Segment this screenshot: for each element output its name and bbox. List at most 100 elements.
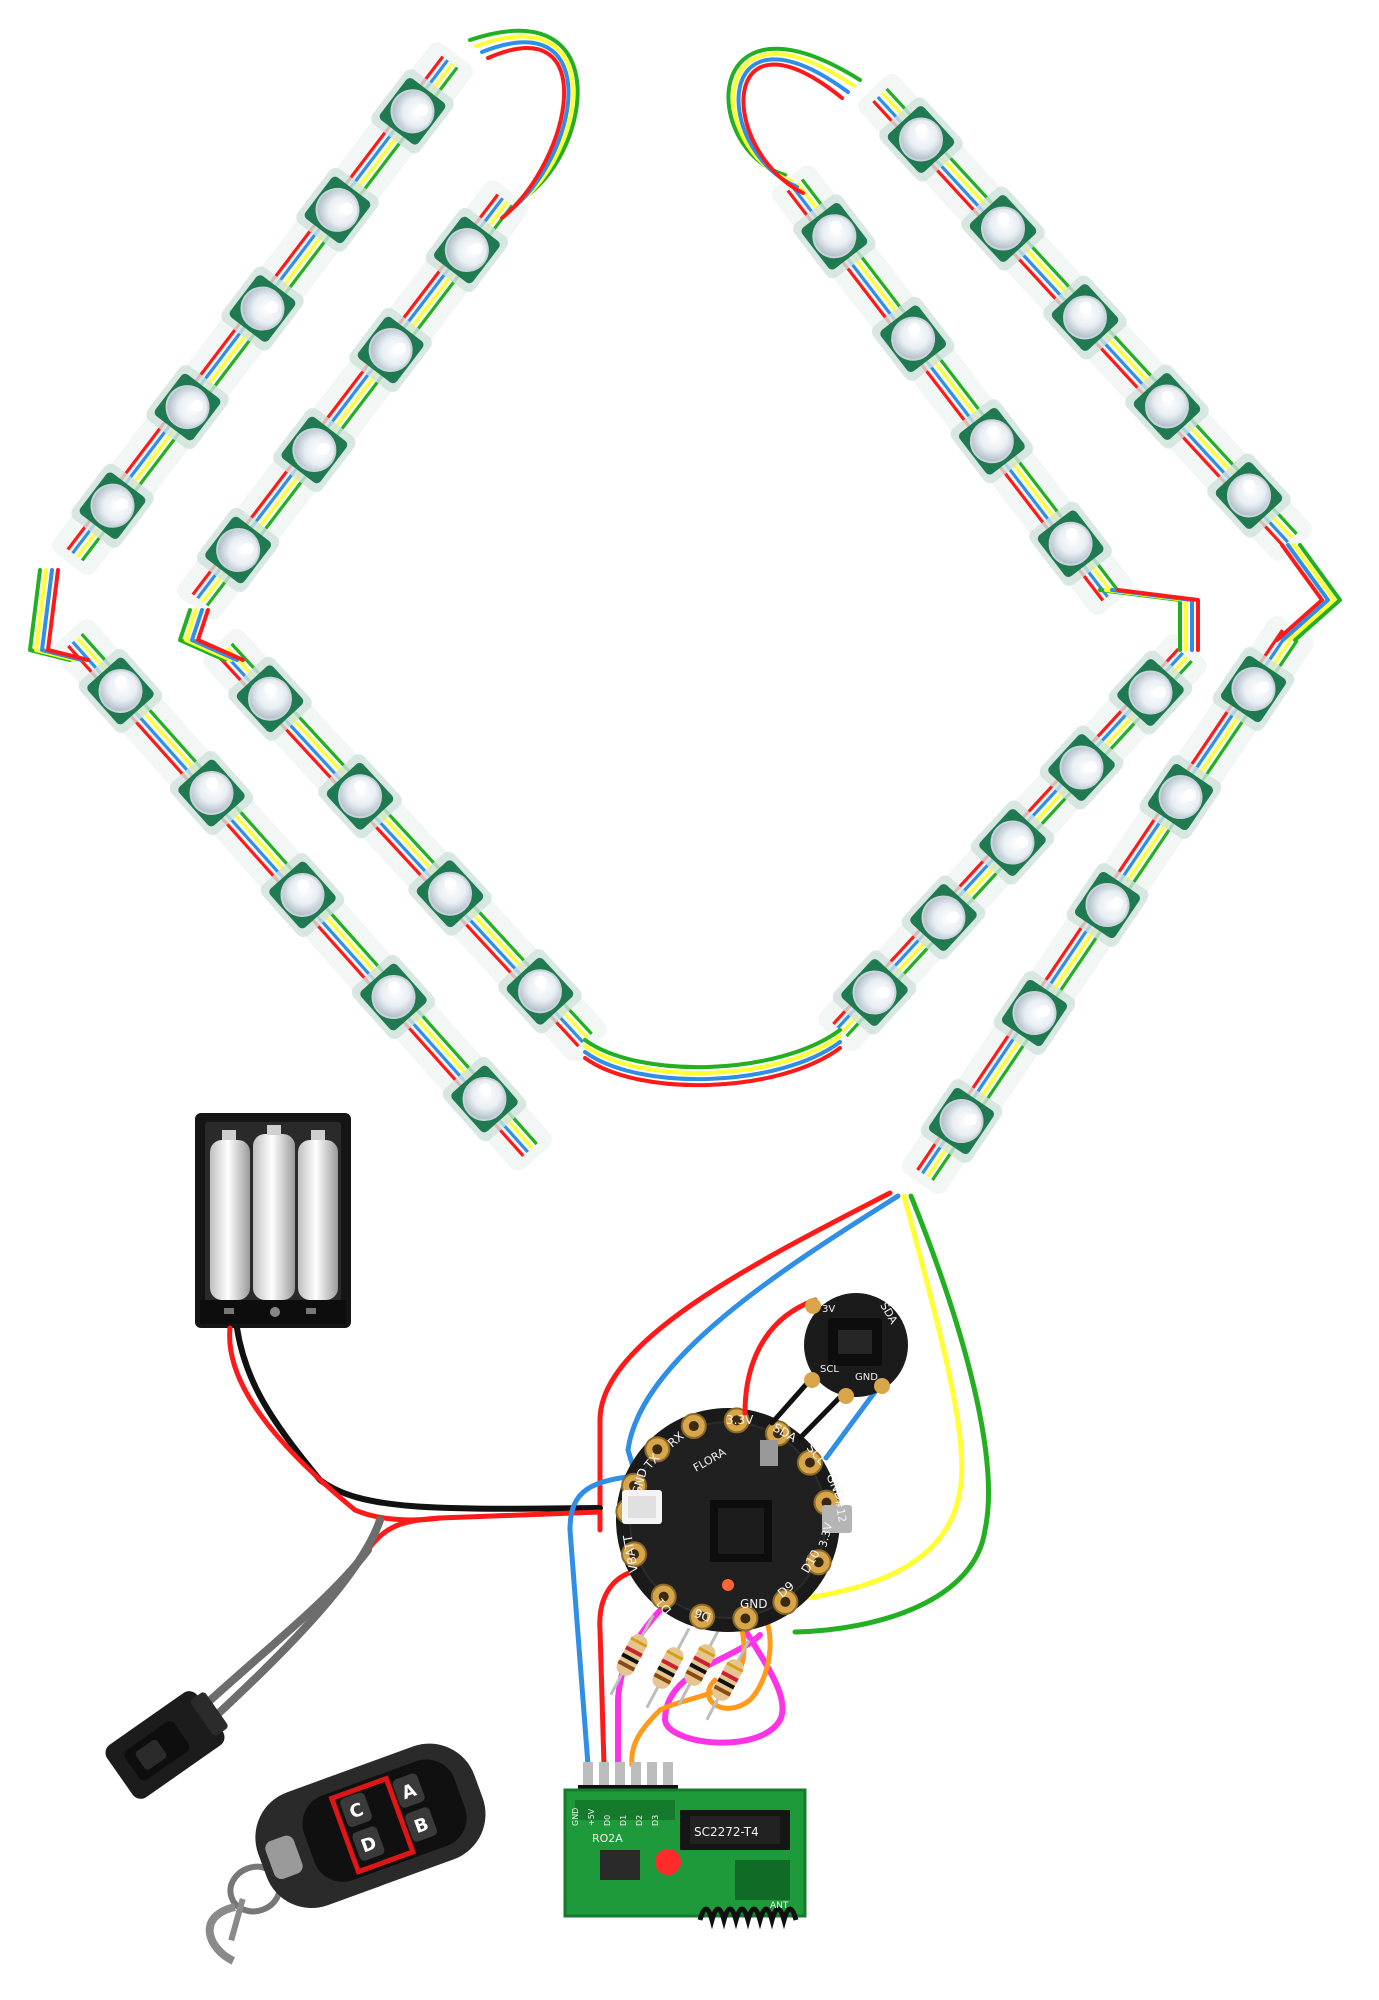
neopixel-led: [1039, 725, 1124, 810]
flora-label-gnd-left: GND: [629, 1467, 650, 1497]
neopixel-led: [1029, 501, 1112, 586]
remote-key-a[interactable]: A: [391, 1772, 426, 1809]
sensor-wire-black-2: [797, 1389, 848, 1441]
neopixel-led: [993, 971, 1076, 1055]
sensor-label-3v: 3V: [822, 1304, 835, 1315]
right-inner-corner-wires: [1098, 588, 1200, 652]
receiver-pin-d3: D3: [651, 1815, 660, 1826]
flora-controller-board: FLORA RX TX 3.3V SDA SCL GND GND VBATT #…: [615, 1407, 852, 1632]
neopixel-led: [196, 507, 280, 593]
remote-key-b[interactable]: B: [404, 1806, 439, 1843]
neopixel-led: [351, 954, 436, 1040]
flora-label-vbatt: VBATT: [620, 1533, 641, 1574]
neopixel-led: [78, 648, 163, 734]
neopixel-led: [318, 754, 402, 839]
power-switch[interactable]: [102, 1683, 235, 1803]
flora-label-d6: D6: [692, 1605, 713, 1624]
neopixel-led: [169, 750, 254, 836]
led-strip-segment-right-outer-bottom: [901, 616, 1314, 1194]
switch-button[interactable]: [134, 1738, 168, 1771]
neopixel-led: [71, 463, 154, 548]
sensor-label-scl: SCL: [820, 1364, 839, 1375]
switch-wire-gray-1: [201, 1546, 372, 1709]
neopixel-led: [425, 207, 509, 293]
top-right-loop-wires: [726, 46, 862, 195]
feed-wire-yellow: [787, 1193, 965, 1603]
sensor-pad-gnd: [874, 1378, 890, 1394]
receiver-chip-label: SC2272-T4: [694, 1825, 759, 1839]
receiver-pin-5v: +5V: [587, 1808, 596, 1826]
neopixel-led: [950, 399, 1034, 484]
flora-label-3v3-bottom: 3.3V: [816, 1521, 835, 1549]
resistor-2: [645, 1627, 691, 1709]
highlight-box: [328, 1775, 417, 1875]
remote-control: A B C D: [205, 1743, 486, 1965]
led-strip-segment-left-inner-bottom: [203, 629, 607, 1061]
led-strip-segment-right-inner-bottom: [818, 634, 1207, 1051]
neopixel-led: [228, 656, 312, 741]
top-left-loop-wires: [468, 29, 580, 220]
strip-feed-wires: [597, 1190, 991, 1635]
receiver-pin-d1: D1: [619, 1815, 628, 1826]
battery-wire-red: [227, 1325, 603, 1523]
neopixel-led: [879, 97, 963, 182]
flora-label-gnd-bottom: GND: [740, 1597, 768, 1611]
neopixel-led: [273, 407, 356, 493]
key-label-b: B: [411, 1814, 431, 1838]
flora-label-d12: #12: [832, 1498, 849, 1523]
left-corner-wires: [28, 568, 90, 662]
receiver-pin-gnd: GND: [571, 1808, 580, 1826]
led-strip-segment-right-inner-top: [772, 165, 1133, 615]
battery-wire-black: [234, 1325, 603, 1512]
neopixel-led: [793, 194, 876, 279]
neopixel-led: [498, 949, 582, 1034]
battery-cell-1: [210, 1140, 250, 1300]
key-label-d: D: [358, 1833, 379, 1858]
feed-wire-red: [597, 1190, 893, 1533]
neopixel-led: [1108, 650, 1193, 735]
battery-pack: [195, 1113, 351, 1328]
neopixel-led: [1066, 863, 1149, 947]
battery-cell-2: [253, 1134, 295, 1300]
neopixel-led: [970, 800, 1055, 885]
sensor-wire-blue: [823, 1382, 883, 1461]
neopixel-led: [349, 307, 432, 393]
key-label-a: A: [399, 1780, 419, 1805]
remote-key-d[interactable]: D: [351, 1825, 386, 1862]
sensor-wire-black-1: [769, 1377, 813, 1426]
neopixel-led: [920, 1079, 1003, 1163]
flora-label-3v3: 3.3V: [726, 1413, 754, 1427]
neopixel-led: [1212, 647, 1295, 731]
resistor-3: [677, 1624, 723, 1706]
receiver-led: [655, 1849, 681, 1875]
reset-switch[interactable]: [760, 1440, 778, 1466]
resistors: [609, 1614, 751, 1721]
sensor-wire-red: [742, 1297, 818, 1416]
neopixel-led: [1139, 755, 1222, 839]
neopixel-led: [442, 1056, 527, 1142]
keyring-clip-icon: [205, 1903, 237, 1965]
led-strip-segment-left-outer-bottom: [53, 619, 552, 1171]
feed-wire-green: [792, 1193, 991, 1635]
resistor-1: [609, 1614, 655, 1696]
resistor-4: [705, 1639, 751, 1721]
led-strip-segment-left-outer-top: [52, 42, 473, 575]
power-wires: [201, 1325, 603, 1716]
feed-wire-blue: [625, 1193, 901, 1473]
neopixel-led: [1207, 453, 1291, 538]
neopixel-strips: [28, 29, 1342, 1194]
sensor-pad-scl: [838, 1388, 854, 1404]
led-strip-segment-right-outer-top: [858, 74, 1312, 561]
neopixel-led: [961, 186, 1045, 271]
antenna-coil-icon: [697, 1906, 799, 1930]
neopixel-led: [221, 266, 304, 351]
neopixel-led: [260, 852, 345, 938]
neopixel-led: [871, 296, 955, 381]
usb-port[interactable]: [822, 1505, 852, 1533]
right-corner-wires: [1275, 543, 1342, 642]
receiver-pin-d2: D2: [635, 1815, 644, 1826]
neopixel-led: [146, 365, 229, 450]
remote-key-c[interactable]: C: [339, 1791, 374, 1828]
neopixel-led: [1043, 275, 1127, 360]
